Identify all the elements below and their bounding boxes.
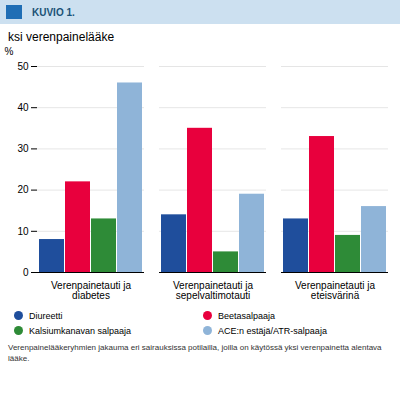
svg-text:0: 0 <box>23 267 29 278</box>
html-text:ACE:n estäjä/ATR-salpaaja: ACE:n estäjä/ATR-salpaaja <box>218 325 327 336</box>
html-text:Beetasalpaaja: Beetasalpaaja <box>218 310 275 321</box>
html-text:Kalsiumkanavan salpaaja: Kalsiumkanavan salpaaja <box>29 325 132 336</box>
svg-text:10: 10 <box>17 226 29 237</box>
svg-text:Verenpainetauti jaeteisvärinä: Verenpainetauti jaeteisvärinä <box>295 280 376 301</box>
html-text:ksi verenpainelääke: ksi verenpainelääke <box>8 30 115 44</box>
svg-text:50: 50 <box>17 61 29 72</box>
svg-text:40: 40 <box>17 102 29 113</box>
svg-text:%: % <box>5 46 14 57</box>
svg-text:30: 30 <box>17 143 29 154</box>
html-text:Diureetti: Diureetti <box>29 310 63 321</box>
html-text:Verenpainelääkeryhmien jakauma: Verenpainelääkeryhmien jakauma eri saira… <box>8 343 382 363</box>
html-text:KUVIO 1.: KUVIO 1. <box>32 6 75 18</box>
svg-text:Verenpainetauti jasepelvaltimo: Verenpainetauti jasepelvaltimotauti <box>173 280 254 301</box>
svg-text:Verenpainetauti jadiabetes: Verenpainetauti jadiabetes <box>51 280 132 301</box>
svg-text:20: 20 <box>17 184 29 195</box>
